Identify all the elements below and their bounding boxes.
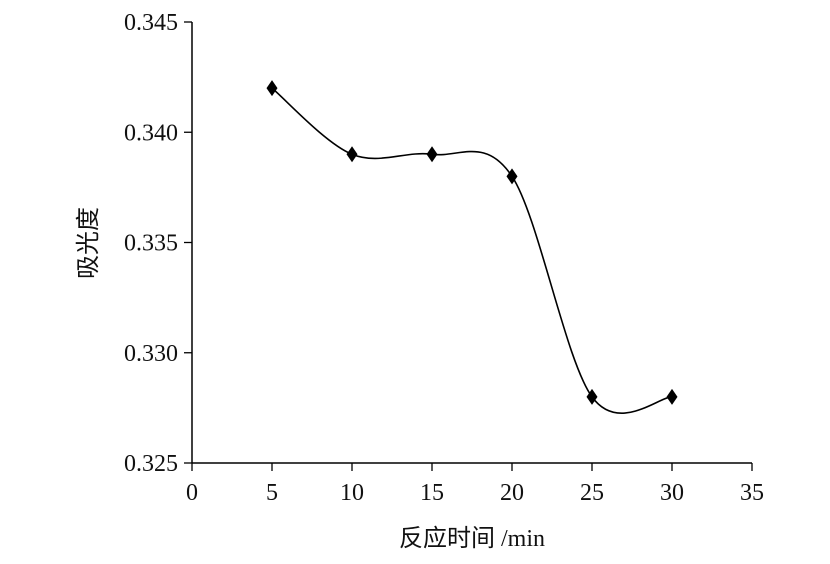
x-tick-label: 20 xyxy=(500,480,524,506)
x-tick-label: 30 xyxy=(660,480,684,506)
x-tick-label: 5 xyxy=(266,480,278,506)
data-point-marker xyxy=(506,168,518,185)
x-tick-label: 15 xyxy=(420,480,444,506)
y-tick-label: 0.345 xyxy=(124,10,178,36)
data-point-marker xyxy=(346,146,358,163)
series-line xyxy=(271,87,673,414)
y-tick-label: 0.340 xyxy=(124,120,178,146)
x-tick-label: 10 xyxy=(340,480,364,506)
y-axis-label: 吸光度 xyxy=(75,207,102,279)
x-axis-label: 反应时间 /min xyxy=(399,525,545,552)
y-tick-label: 0.330 xyxy=(124,341,178,367)
data-point-marker xyxy=(666,388,678,405)
y-tick-label: 0.335 xyxy=(124,231,178,257)
x-tick-label: 25 xyxy=(580,480,604,506)
data-point-marker xyxy=(266,80,278,97)
ticks: 0 5 10 15 20 25 30 35 0.325 0.330 0.335 0.340 0.345 xyxy=(124,10,764,506)
data-point-marker xyxy=(426,146,438,163)
x-tick-label: 0 xyxy=(186,480,198,506)
y-tick-label: 0.325 xyxy=(124,451,178,477)
markers xyxy=(266,80,678,405)
x-tick-label: 35 xyxy=(740,480,764,506)
data-point-marker xyxy=(586,388,598,405)
